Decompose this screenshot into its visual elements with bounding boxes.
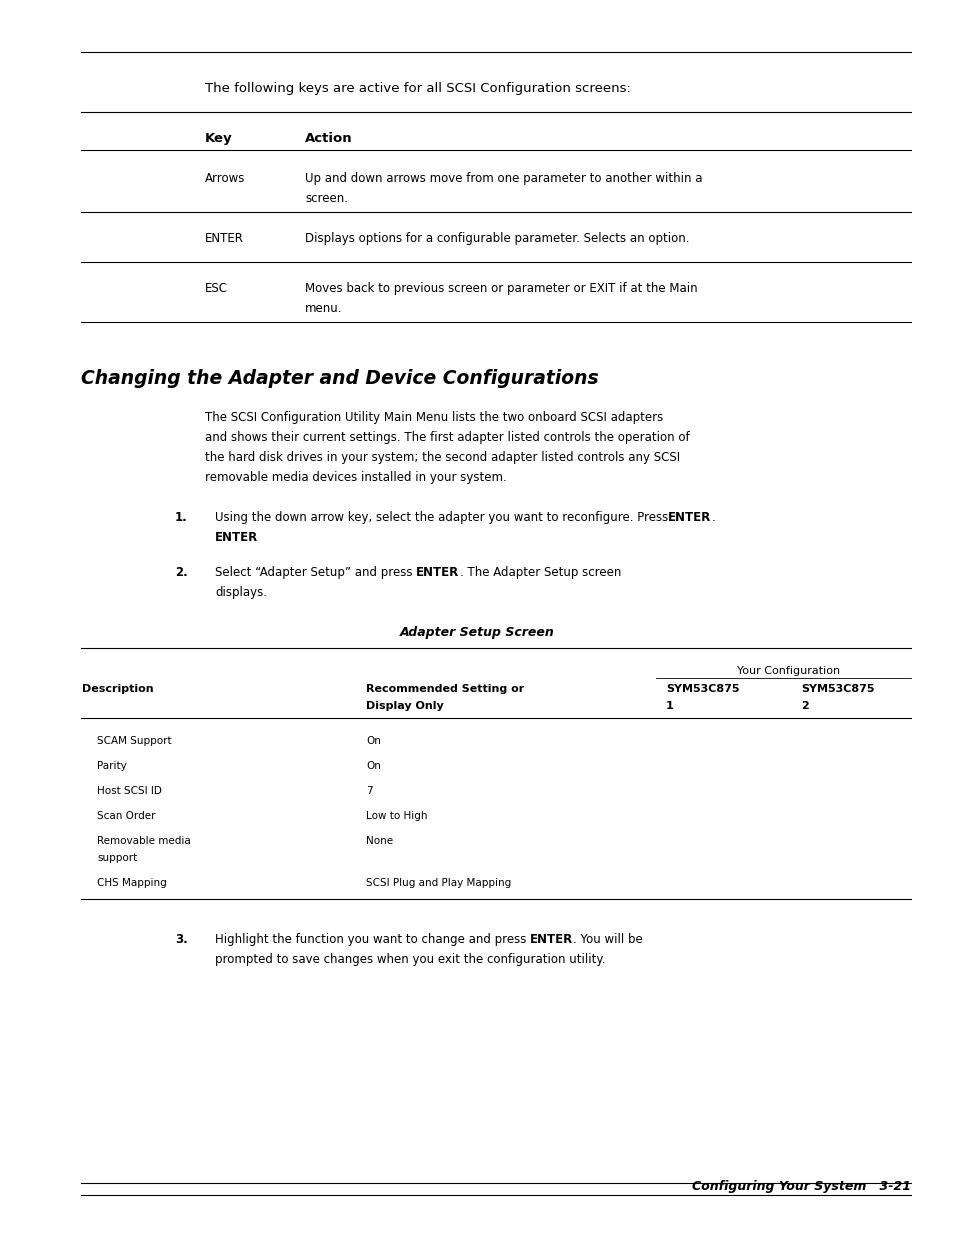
Text: Display Only: Display Only	[366, 701, 443, 711]
Text: Up and down arrows move from one parameter to another within a: Up and down arrows move from one paramet…	[305, 172, 701, 185]
Text: The SCSI Configuration Utility Main Menu lists the two onboard SCSI adapters: The SCSI Configuration Utility Main Menu…	[205, 411, 662, 424]
Text: Low to High: Low to High	[366, 811, 427, 821]
Text: prompted to save changes when you exit the configuration utility.: prompted to save changes when you exit t…	[214, 953, 605, 966]
Text: 7: 7	[366, 785, 373, 795]
Text: On: On	[366, 761, 380, 771]
Text: Action: Action	[305, 132, 353, 144]
Text: ENTER: ENTER	[205, 232, 244, 245]
Text: 2.: 2.	[175, 566, 188, 579]
Text: Changing the Adapter and Device Configurations: Changing the Adapter and Device Configur…	[81, 369, 598, 388]
Text: ENTER: ENTER	[530, 934, 573, 946]
Text: Configuring Your System   3-21: Configuring Your System 3-21	[691, 1181, 910, 1193]
Text: SYM53C875: SYM53C875	[801, 684, 874, 694]
Text: Recommended Setting or: Recommended Setting or	[366, 684, 524, 694]
Text: Adapter Setup Screen: Adapter Setup Screen	[399, 626, 554, 638]
Text: and shows their current settings. The first adapter listed controls the operatio: and shows their current settings. The fi…	[205, 431, 689, 443]
Text: 1: 1	[665, 701, 673, 711]
Text: Using the down arrow key, select the adapter you want to reconfigure. Press: Using the down arrow key, select the ada…	[214, 511, 668, 524]
Text: Your Configuration: Your Configuration	[737, 666, 840, 676]
Text: ESC: ESC	[205, 282, 228, 295]
Text: menu.: menu.	[305, 301, 342, 315]
Text: displays.: displays.	[214, 585, 267, 599]
Text: Host SCSI ID: Host SCSI ID	[97, 785, 162, 795]
Text: On: On	[366, 736, 380, 746]
Text: CHS Mapping: CHS Mapping	[97, 878, 167, 888]
Text: None: None	[366, 836, 393, 846]
Text: SYM53C875: SYM53C875	[665, 684, 739, 694]
Text: Removable media: Removable media	[97, 836, 191, 846]
Text: Displays options for a configurable parameter. Selects an option.: Displays options for a configurable para…	[305, 232, 689, 245]
Text: Scan Order: Scan Order	[97, 811, 155, 821]
Text: screen.: screen.	[305, 191, 348, 205]
Text: ENTER: ENTER	[214, 531, 258, 543]
Text: Description: Description	[82, 684, 153, 694]
Text: Parity: Parity	[97, 761, 127, 771]
Text: . You will be: . You will be	[573, 934, 642, 946]
Text: . The Adapter Setup screen: . The Adapter Setup screen	[459, 566, 620, 579]
Text: 1.: 1.	[175, 511, 188, 524]
Text: 2: 2	[801, 701, 808, 711]
Text: the hard disk drives in your system; the second adapter listed controls any SCSI: the hard disk drives in your system; the…	[205, 451, 679, 464]
Text: Arrows: Arrows	[205, 172, 245, 185]
Text: Moves back to previous screen or parameter or EXIT if at the Main: Moves back to previous screen or paramet…	[305, 282, 697, 295]
Text: Highlight the function you want to change and press: Highlight the function you want to chang…	[214, 934, 530, 946]
Text: ENTER: ENTER	[668, 511, 711, 524]
Text: 3.: 3.	[175, 934, 188, 946]
Text: .: .	[711, 511, 715, 524]
Text: ENTER: ENTER	[416, 566, 459, 579]
Text: removable media devices installed in your system.: removable media devices installed in you…	[205, 471, 506, 484]
Text: SCAM Support: SCAM Support	[97, 736, 172, 746]
Text: The following keys are active for all SCSI Configuration screens:: The following keys are active for all SC…	[205, 82, 630, 95]
Text: Key: Key	[205, 132, 233, 144]
Text: Select “Adapter Setup” and press: Select “Adapter Setup” and press	[214, 566, 416, 579]
Text: SCSI Plug and Play Mapping: SCSI Plug and Play Mapping	[366, 878, 511, 888]
Text: support: support	[97, 853, 137, 863]
